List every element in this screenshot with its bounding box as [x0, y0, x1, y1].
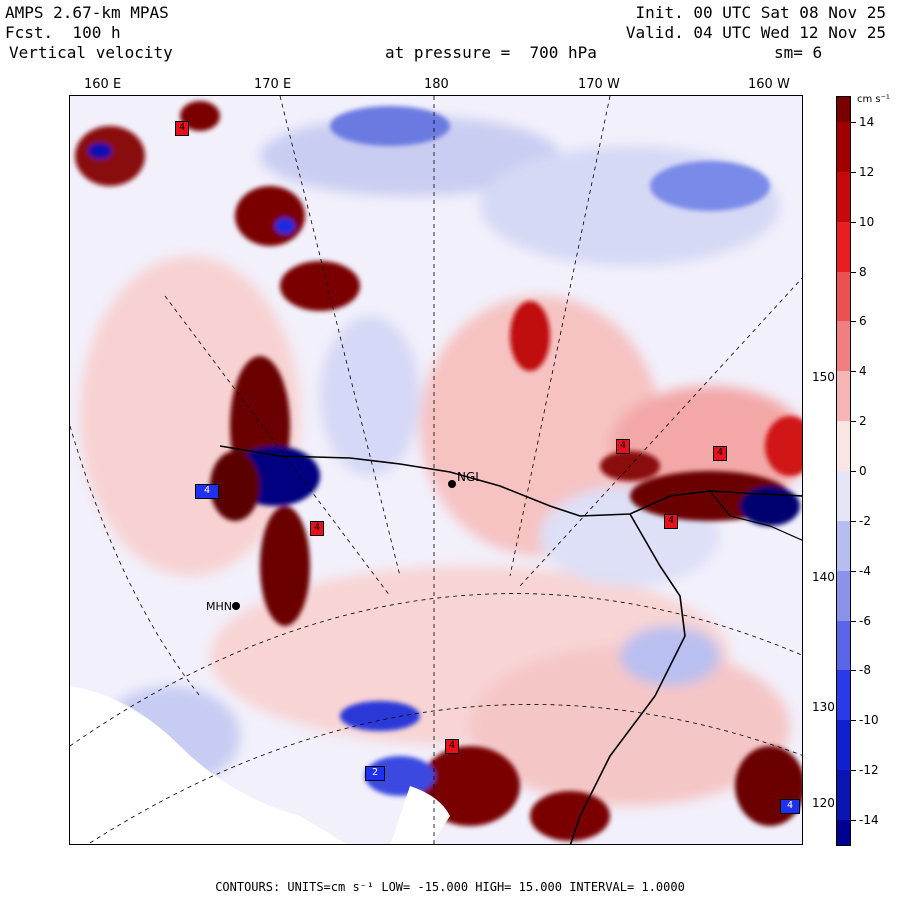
colorbar-tick — [851, 471, 856, 472]
colorbar-segment — [837, 770, 850, 796]
colorbar-tick-label: 2 — [859, 414, 867, 429]
colorbar-tick — [851, 421, 856, 423]
field-name: Vertical velocity — [9, 43, 173, 62]
colorbar-segment — [837, 495, 850, 522]
colorbar-segment — [837, 520, 850, 547]
extrema-label: 4 — [195, 484, 219, 499]
colorbar-tick — [851, 321, 856, 323]
colorbar-tick-label: -2 — [859, 513, 871, 528]
colorbar-tick — [851, 520, 856, 522]
vertical-velocity-map: NGL MHN 4 4 4 4 4 4 4 2 4 — [69, 95, 803, 845]
colorbar-tick — [851, 171, 856, 173]
white-region — [70, 686, 347, 844]
colorbar — [836, 96, 851, 846]
colorbar-tick-label: -14 — [859, 813, 879, 828]
extrema-label: 4 — [445, 739, 459, 754]
lon-label-180: 180 — [424, 77, 449, 92]
colorbar-segment — [837, 620, 850, 647]
coastline-south — [569, 513, 686, 844]
intense-features — [75, 101, 802, 841]
colorbar-tick-label: -8 — [859, 663, 871, 678]
colorbar-segment — [837, 171, 850, 198]
extrema-label: 4 — [616, 439, 630, 454]
colorbar-segment — [837, 196, 850, 223]
colorbar-tick — [851, 570, 856, 572]
colorbar-tick-label: 0 — [859, 464, 867, 478]
lon-label-160w: 160 W — [748, 77, 790, 92]
colorbar-segment — [837, 146, 850, 173]
colorbar-tick-label: -6 — [859, 613, 871, 628]
extrema-label: 2 — [365, 766, 385, 781]
colorbar-tick — [851, 720, 856, 722]
map-canvas — [70, 96, 802, 844]
contour-info: CONTOURS: UNITS=cm s⁻¹ LOW= -15.000 HIGH… — [215, 880, 685, 894]
graticule — [70, 96, 802, 844]
colorbar-segment — [837, 97, 850, 123]
station-mhn-marker — [232, 602, 240, 610]
colorbar-segment — [837, 670, 850, 696]
colorbar-segment — [837, 296, 850, 322]
colorbar-segment — [837, 570, 850, 597]
colorbar-segment — [837, 271, 850, 297]
colorbar-segment — [837, 246, 850, 273]
colorbar-tick-label: -10 — [859, 713, 879, 728]
lon-label-170w: 170 W — [578, 77, 620, 92]
colorbar-tick-label: 14 — [859, 114, 875, 129]
colorbar-segment — [837, 645, 850, 671]
lon-label-170e: 170 E — [254, 77, 292, 92]
colorbar-segment — [837, 446, 850, 472]
colorbar-tick — [851, 121, 856, 123]
valid-time: Valid. 04 UTC Wed 12 Nov 25 — [625, 23, 886, 42]
colorbar-segment — [837, 745, 850, 771]
lon-label-160e: 160 E — [84, 77, 122, 92]
model-title: AMPS 2.67-km MPAS — [5, 3, 169, 22]
colorbar-segment — [837, 371, 850, 397]
colorbar-segment — [837, 471, 850, 497]
colorbar-segment — [837, 695, 850, 721]
colorbar-segment — [837, 221, 850, 248]
extrema-label: 4 — [310, 521, 324, 536]
coastline-east — [709, 490, 802, 541]
station-ngl-marker — [448, 480, 456, 488]
background-field — [80, 116, 802, 806]
colorbar-segment — [837, 346, 850, 372]
colorbar-segment — [837, 321, 850, 347]
colorbar-segment — [837, 421, 850, 447]
station-mhn-label: MHN — [206, 600, 232, 613]
station-ngl-label: NGL — [457, 470, 482, 484]
colorbar-units: cm s⁻¹ — [857, 94, 890, 105]
colorbar-tick-label: -12 — [859, 763, 879, 778]
colorbar-segment — [837, 121, 850, 148]
extrema-label: 4 — [780, 799, 800, 814]
colorbar-tick-label: -4 — [859, 563, 871, 578]
init-time: Init. 00 UTC Sat 08 Nov 25 — [635, 3, 886, 22]
extrema-label: 4 — [713, 446, 727, 461]
colorbar-segment — [837, 795, 850, 821]
colorbar-segment — [837, 545, 850, 572]
colorbar-tick — [851, 770, 856, 772]
colorbar-segment — [837, 595, 850, 622]
colorbar-tick — [851, 820, 856, 822]
colorbar-tick — [851, 620, 856, 622]
colorbar-tick — [851, 670, 856, 672]
white-patch — [390, 786, 450, 844]
colorbar-segment — [837, 720, 850, 746]
colorbar-segment — [837, 820, 850, 845]
colorbar-segment — [837, 396, 850, 422]
smoothing-value: sm= 6 — [774, 43, 823, 62]
extrema-label: 4 — [664, 514, 678, 529]
colorbar-tick-label: 8 — [859, 264, 867, 279]
colorbar-tick — [851, 271, 856, 273]
colorbar-tick — [851, 221, 856, 223]
colorbar-tick-label: 6 — [859, 314, 867, 329]
colorbar-tick-label: 12 — [859, 164, 875, 179]
extrema-label: 4 — [175, 121, 189, 136]
pressure-level: at pressure = 700 hPa — [385, 43, 597, 62]
forecast-hour: Fcst. 100 h — [5, 23, 121, 42]
colorbar-tick-label: 4 — [859, 364, 867, 379]
colorbar-tick-label: 10 — [859, 214, 875, 229]
colorbar-tick — [851, 371, 856, 373]
